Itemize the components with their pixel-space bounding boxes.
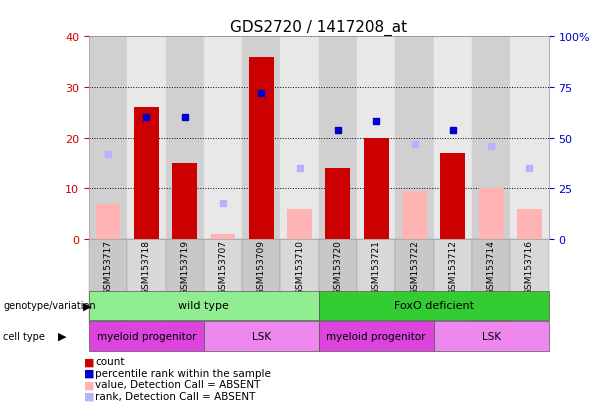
Bar — [281, 240, 319, 325]
Bar — [479, 189, 504, 240]
Bar — [89, 240, 128, 325]
Bar — [166, 37, 204, 240]
Bar — [96, 204, 121, 240]
Bar — [319, 291, 549, 320]
Bar — [204, 37, 242, 240]
Text: LSK: LSK — [482, 331, 501, 341]
Bar — [434, 37, 472, 240]
Text: FoxO deficient: FoxO deficient — [394, 301, 474, 311]
Bar — [402, 192, 427, 240]
Text: myeloid progenitor: myeloid progenitor — [327, 331, 426, 341]
Text: ■: ■ — [84, 368, 94, 378]
Bar — [510, 240, 549, 325]
Text: percentile rank within the sample: percentile rank within the sample — [95, 368, 271, 378]
Bar — [172, 164, 197, 240]
Text: ■: ■ — [84, 391, 94, 401]
Bar — [249, 57, 274, 240]
Text: ■: ■ — [84, 356, 94, 366]
Bar — [287, 209, 312, 240]
Bar — [472, 37, 510, 240]
Bar — [89, 321, 204, 351]
Bar — [319, 37, 357, 240]
Bar — [364, 138, 389, 240]
Text: ■: ■ — [84, 380, 94, 389]
Bar — [510, 37, 549, 240]
Text: rank, Detection Call = ABSENT: rank, Detection Call = ABSENT — [95, 391, 256, 401]
Bar — [395, 37, 434, 240]
Text: count: count — [95, 356, 124, 366]
Text: LSK: LSK — [252, 331, 271, 341]
Bar — [357, 37, 395, 240]
Bar — [128, 37, 166, 240]
Bar — [210, 235, 235, 240]
Bar — [242, 37, 281, 240]
Bar — [166, 240, 204, 325]
Bar — [434, 321, 549, 351]
Bar — [242, 240, 281, 325]
Bar — [89, 291, 319, 320]
Text: genotype/variation: genotype/variation — [3, 301, 96, 311]
Text: ▶: ▶ — [83, 301, 91, 311]
Bar — [204, 321, 319, 351]
Text: value, Detection Call = ABSENT: value, Detection Call = ABSENT — [95, 380, 261, 389]
Bar — [281, 37, 319, 240]
Title: GDS2720 / 1417208_at: GDS2720 / 1417208_at — [230, 20, 407, 36]
Bar — [319, 240, 357, 325]
Bar — [440, 154, 465, 240]
Bar — [134, 108, 159, 240]
Bar — [89, 37, 128, 240]
Bar — [319, 321, 434, 351]
Bar — [128, 240, 166, 325]
Text: myeloid progenitor: myeloid progenitor — [97, 331, 196, 341]
Text: cell type: cell type — [3, 331, 45, 341]
Bar — [326, 169, 351, 240]
Bar — [395, 240, 434, 325]
Text: wild type: wild type — [178, 301, 229, 311]
Bar — [357, 240, 395, 325]
Bar — [472, 240, 510, 325]
Bar — [204, 240, 242, 325]
Bar — [517, 209, 542, 240]
Text: ▶: ▶ — [58, 331, 67, 341]
Bar — [434, 240, 472, 325]
